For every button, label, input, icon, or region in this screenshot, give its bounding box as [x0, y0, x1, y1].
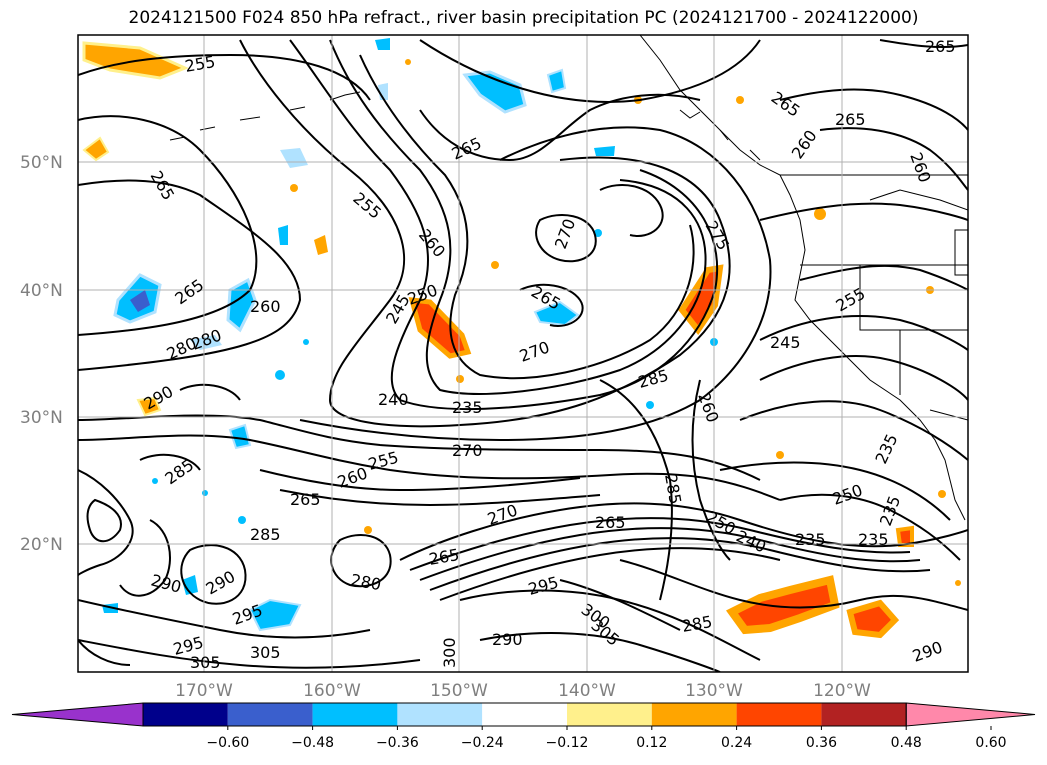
lon-label: 160°W	[303, 681, 361, 701]
lat-label: 30°N	[20, 408, 63, 428]
colorbar-frame	[142, 702, 907, 727]
colorbar-segment	[736, 703, 822, 726]
contour-label: 265	[835, 110, 866, 129]
gridlines	[78, 35, 968, 672]
contour-label: 285	[250, 525, 281, 544]
colorbar-tick-label: 0.60	[975, 735, 1006, 751]
colorbar-tick-label: −0.60	[206, 735, 249, 751]
lon-label: 170°W	[175, 681, 233, 701]
map-title: 2024121500 F024 850 hPa refract., river …	[128, 8, 919, 28]
contour-label: 245	[770, 333, 801, 352]
contour-label: 265	[925, 37, 956, 56]
colorbar-max-extension	[905, 702, 1036, 727]
colorbar-tick-label: −0.24	[461, 735, 504, 751]
lon-label: 150°W	[430, 681, 488, 701]
latitude-labels: 50°N 40°N 30°N 20°N	[20, 153, 63, 555]
contour-label: 300	[440, 637, 459, 668]
colorbar-tick-label: −0.12	[546, 735, 589, 751]
contour-label: 240	[378, 390, 409, 409]
colorbar-tick-label: −0.36	[376, 735, 419, 751]
contour-label: 265	[290, 490, 321, 509]
plot-frame	[77, 34, 969, 673]
colorbar-segment	[227, 703, 313, 726]
colorbar-min-extension	[11, 702, 144, 727]
lon-label: 130°W	[685, 681, 743, 701]
colorbar-segment	[821, 703, 907, 726]
contour-label: 260	[250, 297, 281, 316]
plot-area	[78, 35, 968, 672]
colorbar-segment	[143, 703, 228, 726]
lat-label: 50°N	[20, 153, 63, 173]
contour-label: 270	[452, 441, 483, 460]
colorbar-segment	[651, 703, 737, 726]
colorbar-segment	[567, 703, 652, 726]
lon-label: 140°W	[558, 681, 616, 701]
colorbar-segment	[312, 703, 398, 726]
lat-label: 40°N	[20, 281, 63, 301]
contour-label: 235	[452, 398, 483, 417]
contour-label: 290	[492, 630, 523, 649]
colorbar-tick-label: 0.36	[806, 735, 837, 751]
colorbar-tick-label: 0.48	[891, 735, 922, 751]
colorbar-segment	[482, 703, 567, 726]
colorbar-tick-label: 0.24	[721, 735, 752, 751]
contour-label: 235	[858, 530, 889, 549]
contour-label: 235	[795, 530, 826, 549]
lon-label: 120°W	[813, 681, 871, 701]
longitude-labels: 170°W 160°W 150°W 140°W 130°W 120°W	[175, 681, 871, 701]
contour-label: 305	[250, 643, 281, 662]
lat-label: 20°N	[20, 535, 63, 555]
colorbar: −0.60 −0.48 −0.36 −0.24 −0.12 0.12 0.24 0.36 0.4…	[11, 702, 1036, 751]
contour-label: 265	[595, 513, 626, 532]
colorbar-tick-label: 0.12	[636, 735, 667, 751]
colorbar-segment	[397, 703, 483, 726]
colorbar-tick-label: −0.48	[291, 735, 334, 751]
contour-label: 305	[190, 653, 221, 672]
